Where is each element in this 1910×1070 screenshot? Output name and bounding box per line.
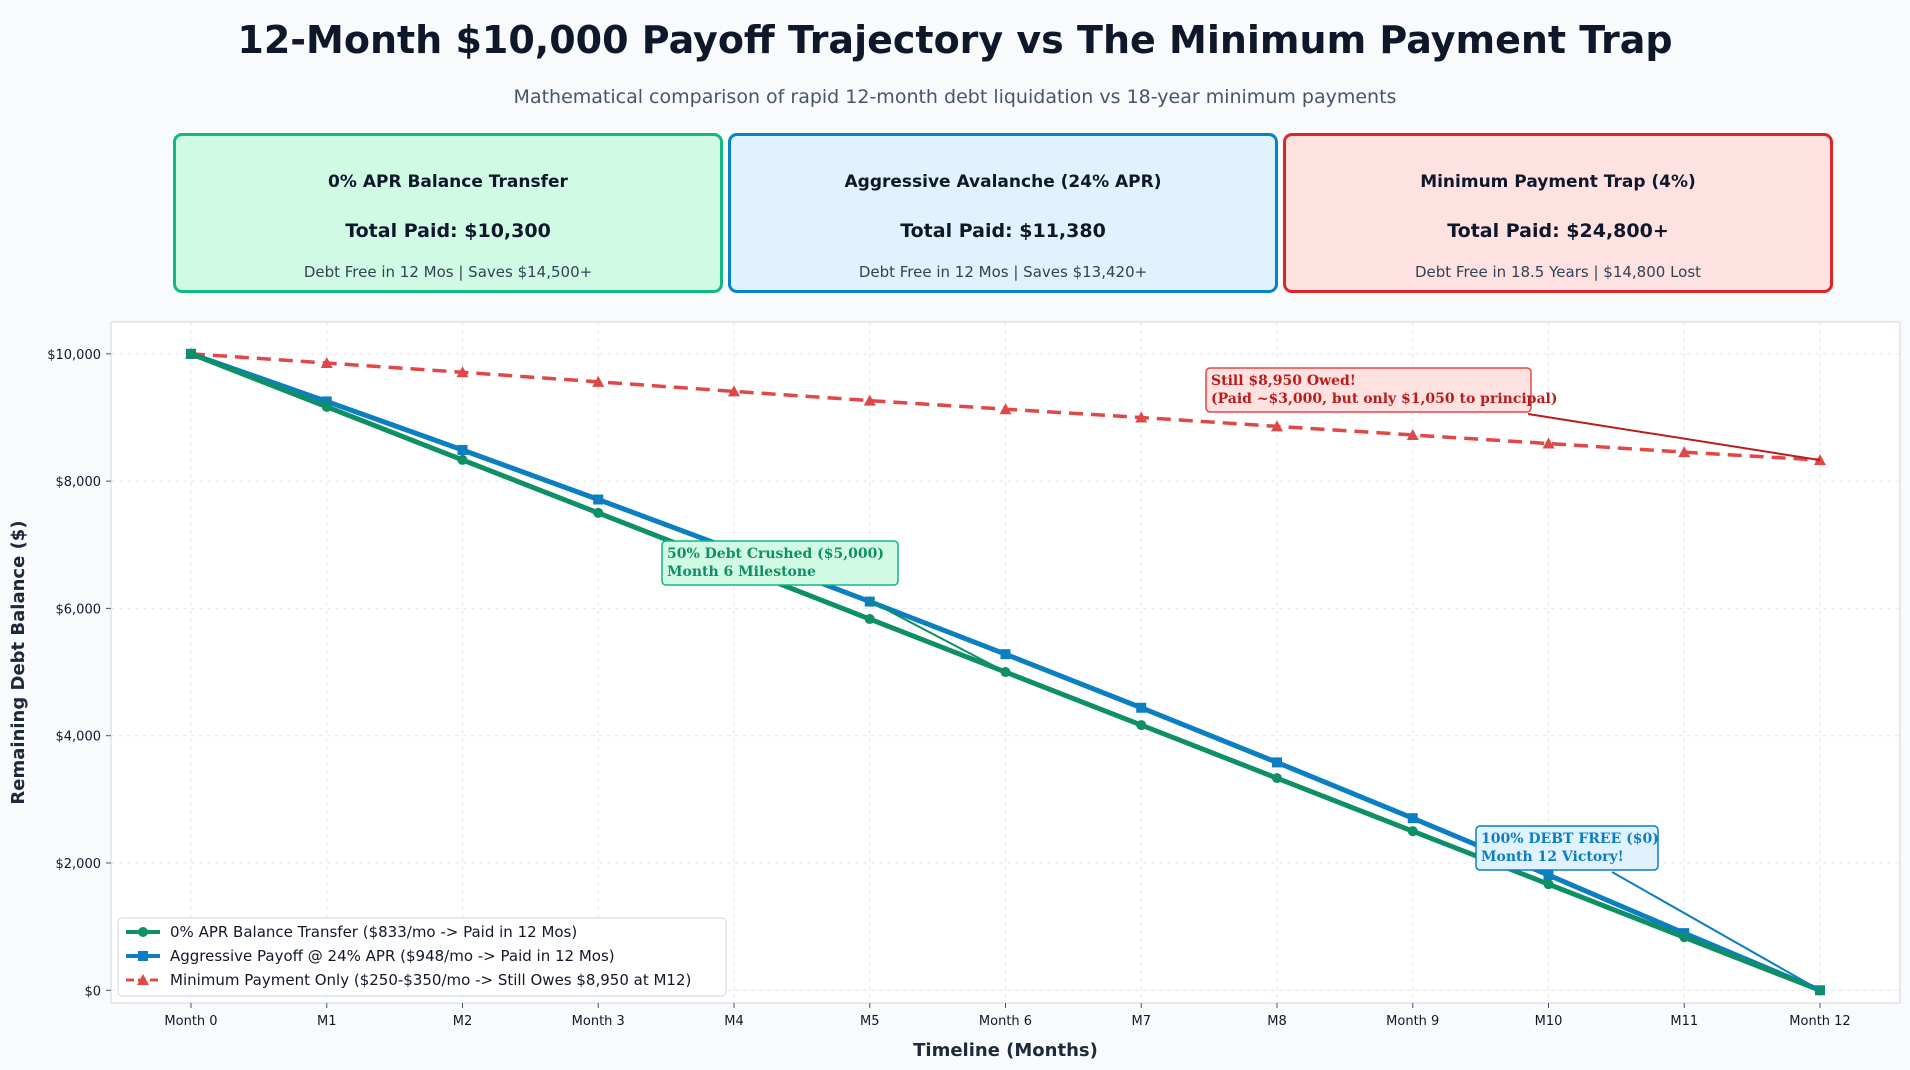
annotation-arrow — [867, 599, 1006, 673]
annotation-0: Still $8,950 Owed! (Paid ~$3,000, but onl… — [1205, 367, 1821, 462]
x-tick-label: M10 — [1535, 1014, 1563, 1029]
annotation-line-1: Still $8,950 Owed! — [1211, 373, 1356, 389]
chart-subtitle: Mathematical comparison of rapid 12-mont… — [513, 86, 1397, 108]
y-tick-label: $4,000 — [56, 730, 102, 745]
data-point-series-0 — [1136, 720, 1147, 731]
y-tick-label: $10,000 — [47, 348, 101, 363]
data-point-series-1 — [457, 444, 468, 455]
annotation-1: 50% Debt Crushed ($5,000) Month 6 Milesto… — [661, 540, 1006, 673]
data-point-series-0 — [1543, 879, 1554, 890]
data-point-series-0 — [1272, 773, 1282, 784]
data-point-series-0 — [321, 401, 332, 412]
data-point-series-0 — [186, 348, 196, 359]
summary-card-balance-transfer: 0% APR Balance Transfer Total Paid: $10,… — [173, 133, 723, 293]
data-point-series-2 — [456, 366, 469, 378]
legend-label-0: 0% APR Balance Transfer ($833/mo -> Paid… — [170, 923, 577, 941]
legend-marker-2 — [137, 974, 149, 985]
data-point-series-2 — [999, 403, 1012, 415]
x-axis-label: Timeline (Months) — [913, 1040, 1098, 1061]
x-tick-label: M7 — [1132, 1014, 1152, 1029]
card-note: Debt Free in 12 Mos | Saves $14,500+ — [303, 263, 593, 281]
summary-card-minimum-trap: Minimum Payment Trap (4%) Total Paid: $2… — [1283, 133, 1833, 293]
data-point-series-1 — [321, 396, 332, 407]
data-point-series-1 — [1543, 870, 1554, 881]
data-point-series-2 — [1135, 411, 1148, 423]
annotation-line-2: Month 12 Victory! — [1481, 849, 1624, 865]
annotation-line-2: (Paid ~$3,000, but only $1,050 to princi… — [1211, 391, 1557, 407]
chart-title: 12-Month $10,000 Payoff Trajectory vs Th… — [237, 18, 1673, 62]
annotation-box — [1475, 825, 1659, 871]
data-point-series-1 — [1407, 813, 1418, 824]
data-point-series-0 — [457, 454, 468, 465]
annotation-line-2: Month 6 Milestone — [667, 564, 816, 580]
data-point-series-2 — [1542, 437, 1555, 449]
x-tick-label: M5 — [860, 1014, 880, 1029]
data-point-series-2 — [592, 375, 605, 387]
x-tick-label: Month 0 — [164, 1014, 217, 1029]
legend-label-2: Minimum Payment Only ($250-$350/mo -> St… — [170, 971, 691, 989]
data-point-series-2 — [320, 357, 333, 369]
legend: 0% APR Balance Transfer ($833/mo -> Paid… — [117, 917, 727, 997]
y-tick-label: $2,000 — [56, 857, 102, 872]
x-tick-label: M2 — [453, 1014, 473, 1029]
y-tick-label: $8,000 — [56, 475, 102, 490]
card-total: Total Paid: $10,300 — [345, 220, 551, 242]
x-tick-label: Month 6 — [979, 1014, 1032, 1029]
annotation-box — [1205, 367, 1532, 413]
card-note: Debt Free in 18.5 Years | $14,800 Lost — [1414, 263, 1702, 281]
x-tick-label: M1 — [317, 1014, 337, 1029]
y-tick-label: $0 — [84, 984, 101, 999]
x-tick-label: Month 3 — [572, 1014, 625, 1029]
x-tick-label: Month 12 — [1789, 1014, 1850, 1029]
data-point-series-0 — [864, 614, 875, 625]
data-point-series-0 — [593, 507, 604, 518]
y-tick-label: $6,000 — [56, 602, 102, 617]
data-point-series-1 — [593, 494, 604, 505]
card-note: Debt Free in 12 Mos | Saves $13,420+ — [858, 263, 1148, 281]
card-title: 0% APR Balance Transfer — [328, 172, 568, 192]
x-tick-label: M4 — [724, 1014, 744, 1029]
annotation-arrow — [1527, 413, 1821, 462]
card-total: Total Paid: $24,800+ — [1447, 220, 1669, 242]
card-title: Aggressive Avalanche (24% APR) — [844, 172, 1162, 192]
annotation-box — [661, 540, 899, 586]
data-point-series-1 — [1136, 702, 1147, 713]
data-point-series-2 — [863, 394, 876, 406]
data-point-series-2 — [1406, 428, 1419, 440]
data-point-series-0 — [1407, 826, 1418, 837]
data-point-series-2 — [1678, 446, 1691, 458]
data-point-series-1 — [1272, 757, 1282, 768]
data-point-series-1 — [1000, 649, 1011, 660]
legend-marker-0 — [138, 927, 148, 937]
y-axis-label: Remaining Debt Balance ($) — [8, 520, 29, 804]
legend-label-1: Aggressive Payoff @ 24% APR ($948/mo -> … — [170, 947, 615, 965]
data-point-series-2 — [728, 385, 740, 397]
data-point-series-0 — [1679, 932, 1690, 943]
data-point-series-2 — [1271, 420, 1283, 432]
legend-box — [117, 917, 727, 997]
x-tick-label: M8 — [1267, 1014, 1287, 1029]
annotation-arrow — [1611, 871, 1821, 992]
annotation-2: 100% DEBT FREE ($0) Month 12 Victory! — [1475, 825, 1821, 992]
card-title: Minimum Payment Trap (4%) — [1420, 172, 1696, 192]
legend-marker-1 — [138, 951, 148, 961]
annotation-line-1: 50% Debt Crushed ($5,000) — [667, 546, 884, 562]
x-tick-label: M11 — [1670, 1014, 1698, 1029]
summary-card-avalanche: Aggressive Avalanche (24% APR) Total Pai… — [728, 133, 1278, 293]
annotation-line-1: 100% DEBT FREE ($0) — [1481, 831, 1659, 847]
x-tick-label: Month 9 — [1386, 1014, 1439, 1029]
card-total: Total Paid: $11,380 — [900, 220, 1106, 242]
